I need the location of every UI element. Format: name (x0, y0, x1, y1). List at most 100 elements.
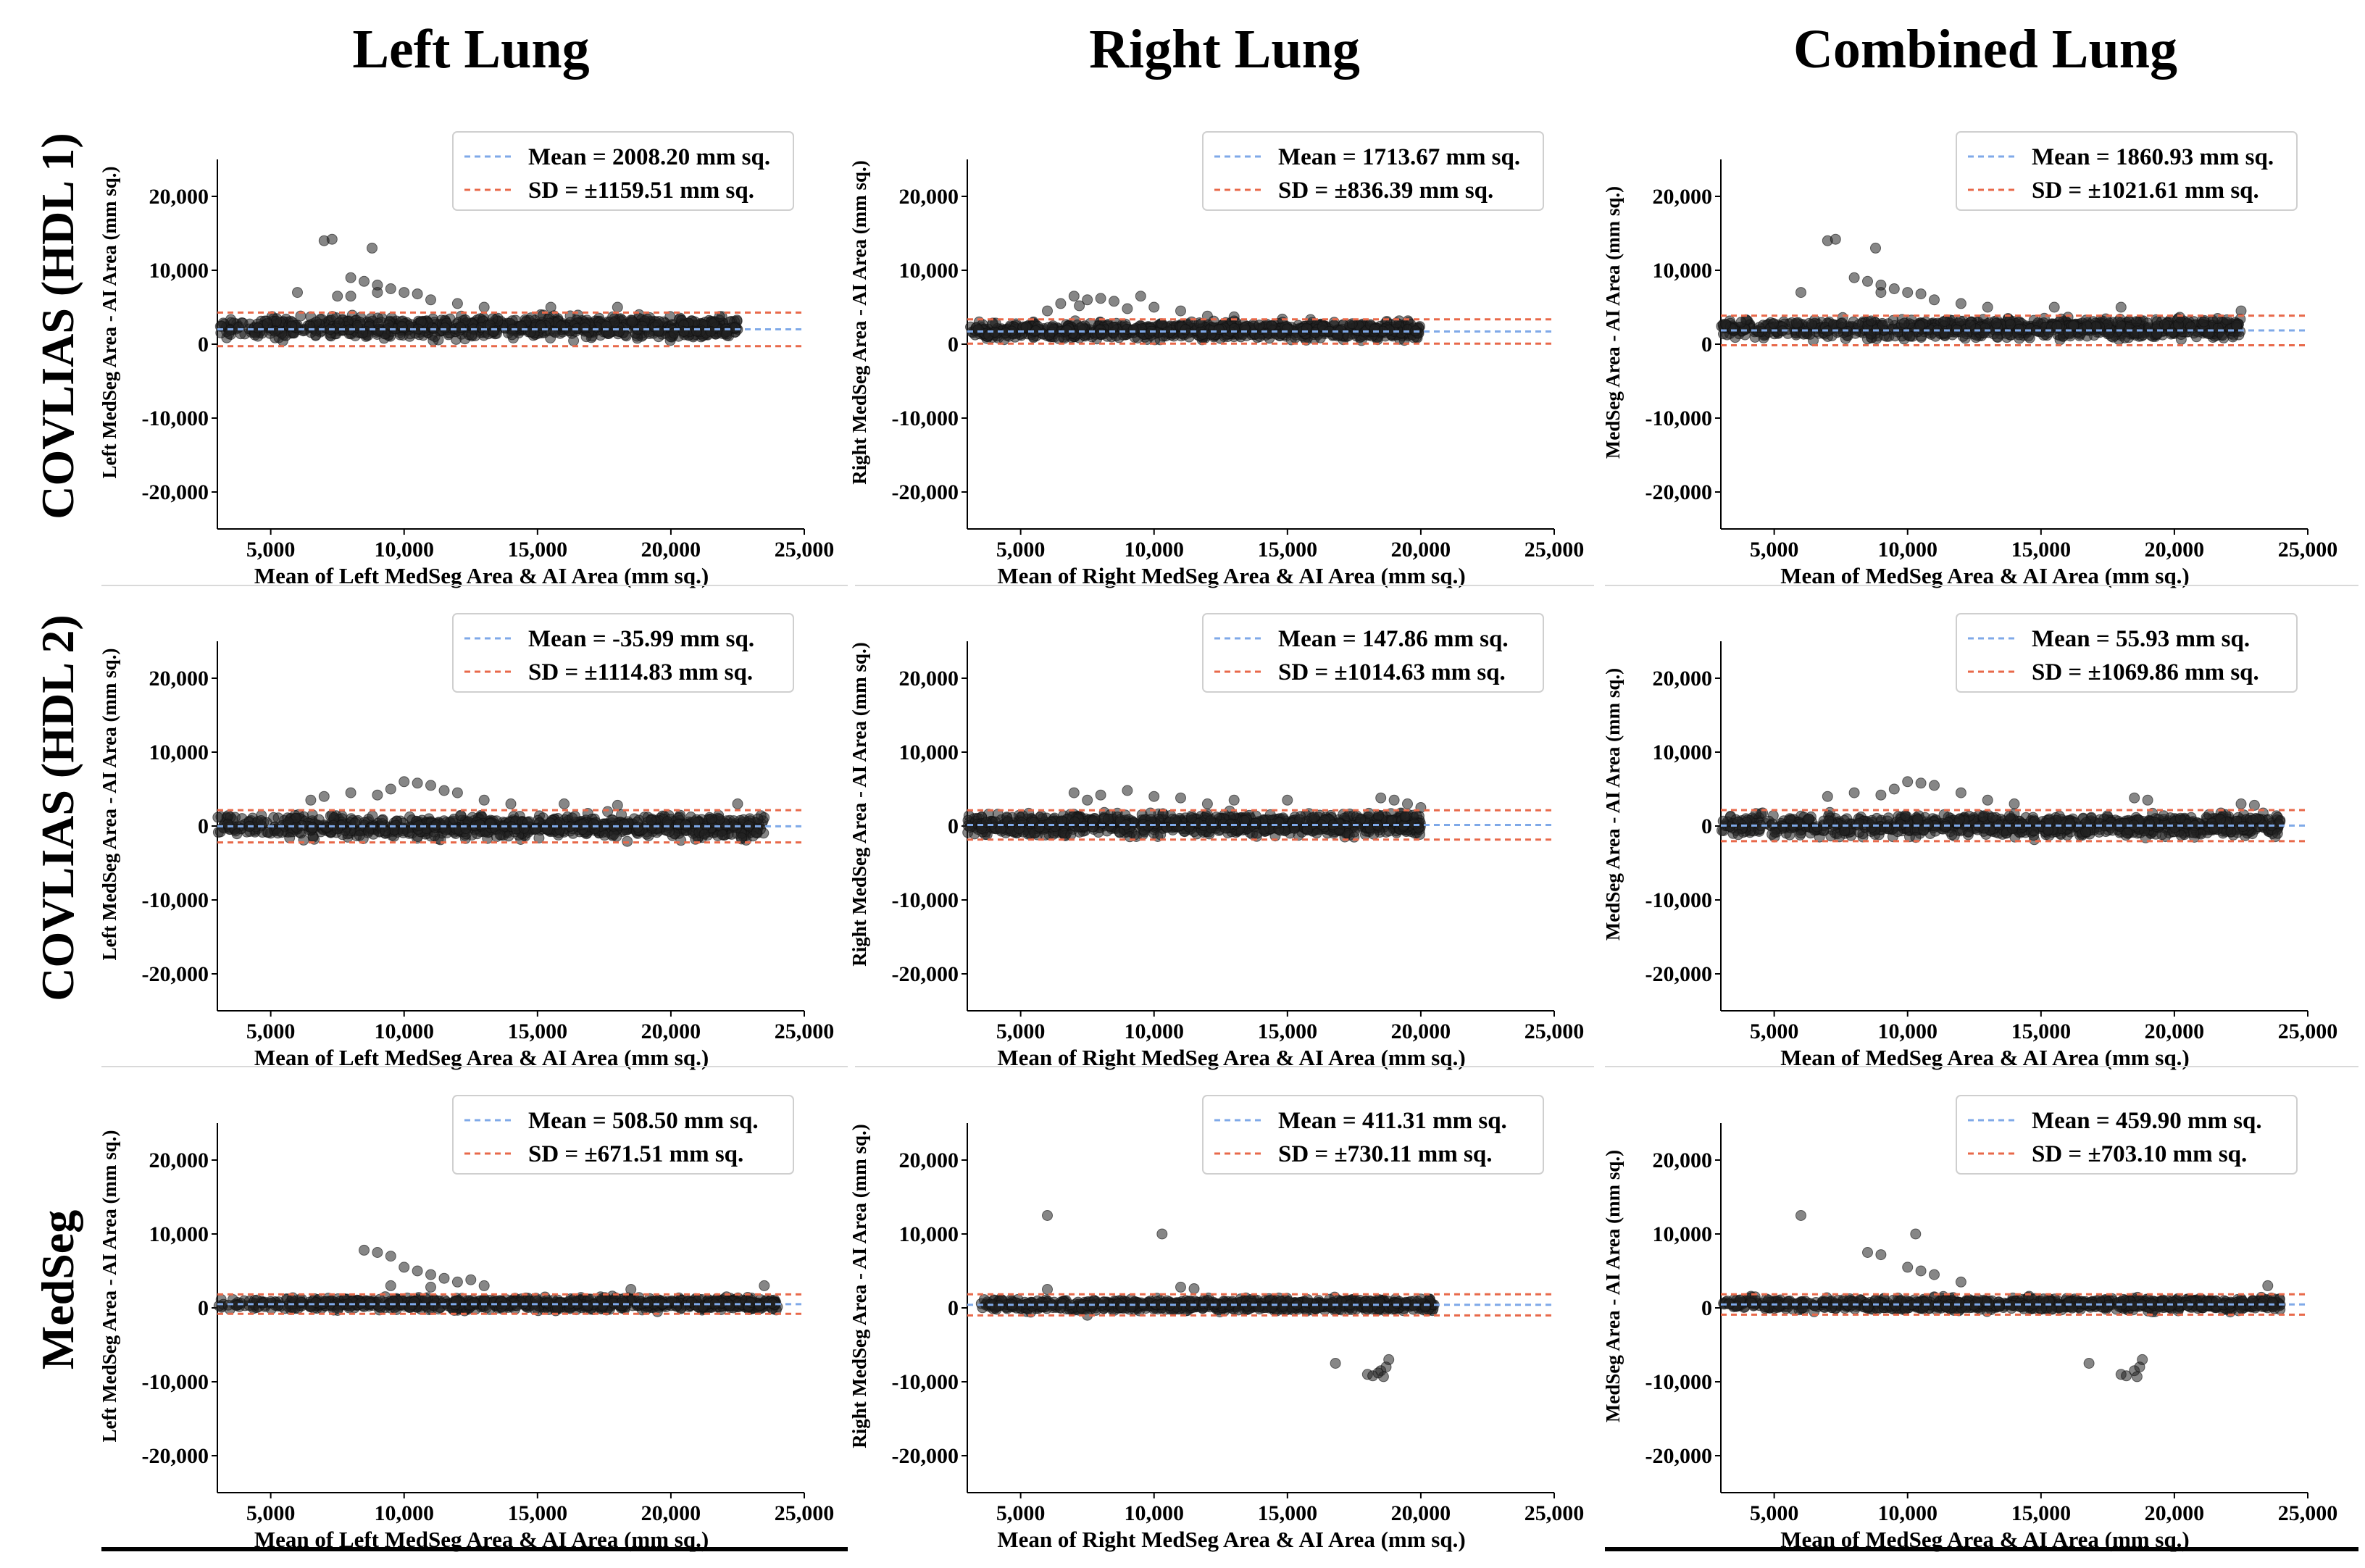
y-tick-label: 20,000 (1653, 185, 1713, 209)
y-tick-label: 10,000 (149, 259, 209, 283)
scatter-point (1965, 320, 1976, 331)
scatter-point (751, 827, 762, 838)
scatter-point (380, 825, 391, 837)
scatter-point (451, 298, 463, 309)
scatter-point (698, 828, 710, 840)
scatter-point (466, 329, 477, 341)
scatter-point (1806, 319, 1817, 330)
scatter-point (425, 780, 436, 791)
scatter-point (359, 275, 370, 287)
scatter-point (518, 822, 530, 834)
scatter-point (1768, 318, 1780, 329)
scatter-point (653, 325, 664, 337)
scatter-point (1388, 794, 1400, 806)
legend-mean-label: Mean = 1860.93 mm sq. (2032, 144, 2274, 170)
column-title-left-lung: Left Lung (352, 19, 590, 80)
scatter-point (1294, 814, 1306, 825)
scatter-point (231, 828, 243, 840)
scatter-point (427, 335, 439, 346)
scatter-point (451, 787, 463, 798)
scatter-point (333, 317, 345, 329)
scatter-point (1877, 320, 1888, 331)
scatter-point (1832, 327, 1843, 338)
y-tick-label: 0 (198, 814, 209, 838)
scatter-point (2068, 320, 2080, 332)
scatter-point (2158, 319, 2170, 330)
x-tick-label: 20,000 (641, 1019, 701, 1043)
scatter-point (2231, 320, 2243, 331)
scatter-point (399, 287, 410, 299)
x-tick-label: 15,000 (508, 538, 568, 562)
scatter-point (1077, 321, 1088, 333)
scatter-point (662, 816, 673, 827)
x-tick-label: 10,000 (1124, 538, 1184, 562)
scatter-point (1074, 300, 1085, 312)
y-tick-label: -20,000 (892, 962, 959, 986)
scatter-point (412, 288, 423, 300)
scatter-point (1068, 787, 1080, 798)
scatter-point (372, 789, 383, 801)
scatter-point (2198, 316, 2210, 328)
x-tick-label: 15,000 (2011, 1019, 2072, 1043)
scatter-point (1904, 330, 1916, 342)
scatter-point (363, 825, 375, 837)
scatter-point (385, 283, 396, 294)
scatter-point (1061, 325, 1072, 336)
scatter-point (412, 777, 423, 789)
y-tick-label: 0 (948, 333, 959, 356)
scatter-point (212, 812, 224, 823)
scatter-point (262, 318, 273, 330)
legend-sd-label: SD = ±836.39 mm sq. (1278, 178, 1493, 204)
scatter-point (354, 830, 365, 841)
x-axis-label: Mean of Right MedSeg Area & AI Area (mm … (997, 563, 1465, 588)
scatter-point (1055, 298, 1067, 309)
y-tick-label: -10,000 (142, 888, 209, 912)
scatter-point (2115, 301, 2127, 313)
scatter-point (1053, 333, 1064, 344)
scatter-point (1169, 814, 1181, 826)
legend-mean-label: Mean = 1713.67 mm sq. (1278, 144, 1520, 170)
x-tick-label: 25,000 (775, 1019, 835, 1043)
scatter-point (488, 326, 499, 337)
scatter-point (404, 330, 415, 342)
x-tick-label: 10,000 (374, 1019, 434, 1043)
scatter-point (1955, 298, 1966, 309)
scatter-point (1135, 291, 1146, 302)
scatter-point (1399, 811, 1411, 822)
scatter-point (326, 233, 338, 245)
scatter-point (2235, 305, 2247, 317)
scatter-point (678, 326, 690, 337)
scatter-point (425, 294, 436, 306)
scatter-point (579, 322, 591, 334)
x-tick-label: 5,000 (246, 1019, 296, 1043)
scatter-point (1157, 330, 1169, 342)
scatter-point (570, 811, 580, 822)
scatter-point (2216, 330, 2228, 341)
y-tick-label: -20,000 (892, 480, 959, 504)
y-tick-label: 20,000 (149, 667, 209, 691)
legend-sd-label: SD = ±1014.63 mm sq. (1278, 659, 1506, 685)
scatter-point (1102, 813, 1114, 825)
scatter-point (506, 329, 518, 341)
y-tick-label: -10,000 (892, 406, 959, 430)
x-tick-label: 10,000 (1124, 1019, 1184, 1043)
y-tick-label: 20,000 (899, 667, 959, 691)
y-tick-label: 20,000 (149, 185, 209, 209)
scatter-point (1375, 792, 1387, 804)
y-tick-label: -10,000 (142, 406, 209, 430)
legend-mean-label: Mean = -35.99 mm sq. (528, 626, 754, 652)
y-tick-label: -20,000 (142, 962, 209, 986)
scatter-point (1735, 317, 1747, 328)
scatter-point (1720, 319, 1732, 330)
scatter-point (1148, 301, 1160, 313)
scatter-point (345, 787, 356, 798)
scatter-point (1000, 327, 1012, 338)
scatter-point (1148, 791, 1160, 802)
y-axis-label: MedSeg Area - AI Area (mm sq.) (1602, 186, 1624, 459)
scatter-point (268, 812, 280, 823)
scatter-point (1065, 829, 1077, 841)
x-tick-label: 15,000 (1258, 1019, 1318, 1043)
